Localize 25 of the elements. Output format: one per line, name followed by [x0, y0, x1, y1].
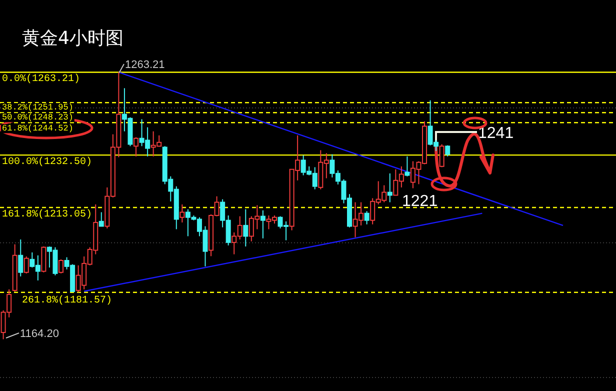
- annotation: 1221: [402, 193, 438, 210]
- ref-line-label: 50.0%(1248.23): [2, 112, 74, 123]
- candlestick: [364, 210, 370, 225]
- candlestick: [387, 172, 392, 203]
- candlestick: [58, 258, 64, 274]
- annotation: 1164.20: [20, 328, 59, 340]
- candlestick: [134, 136, 139, 157]
- candlestick: [439, 144, 444, 168]
- candlestick: [18, 238, 24, 277]
- candlestick: [24, 256, 29, 274]
- candlestick: [260, 210, 266, 239]
- ref-line-label: 61.8%(1244.52): [2, 124, 74, 134]
- ref-line-label: 38.2%(1251.95): [2, 102, 74, 113]
- candlestick: [180, 204, 185, 223]
- ref-line-label: 0.0%(1263.21): [2, 73, 80, 86]
- candlestick: [98, 212, 104, 227]
- ref-line-label: 161.8%(1213.05): [2, 208, 92, 220]
- annotation: 1241: [478, 125, 514, 142]
- candlestick: [41, 246, 46, 273]
- text: 黄金4小时图: [22, 28, 124, 49]
- ref-line-label: 100.0%(1232.50): [2, 156, 92, 168]
- annotation: 1263.21: [125, 59, 165, 72]
- candlestick: [243, 208, 248, 247]
- candlestick: [404, 156, 410, 177]
- ref-line-label: 261.8%(1181.57): [22, 294, 112, 306]
